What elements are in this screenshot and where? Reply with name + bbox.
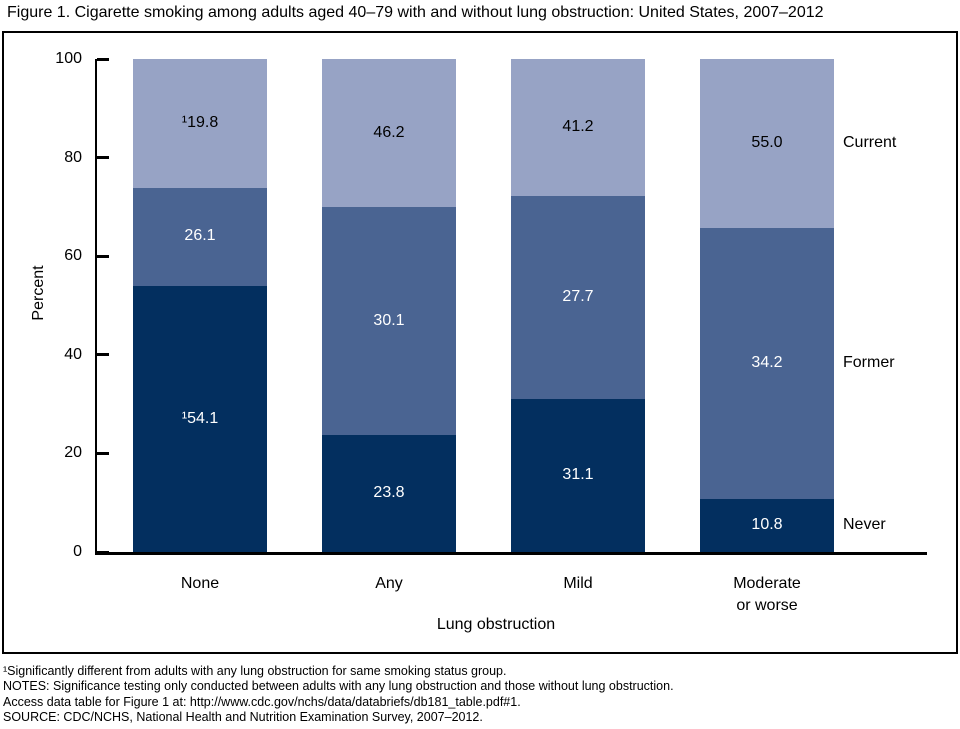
bar-segment (511, 196, 645, 399)
footnotes: ¹Significantly different from adults wit… (3, 664, 674, 726)
bar-value-label: ¹54.1 (181, 410, 219, 427)
x-axis-line (95, 552, 927, 555)
footnote-line: NOTES: Significance testing only conduct… (3, 679, 674, 694)
bar-value-label: ¹19.8 (181, 114, 219, 131)
chart-frame: Percent 0 20 40 60 80 100 ¹54.1 26.1 ¹19.8 23.8 3… (2, 31, 958, 654)
bar-segment (700, 228, 834, 499)
category-label: None (180, 575, 220, 592)
category-label: Moderate or worse (733, 575, 801, 614)
bar-value-label: 46.2 (373, 124, 405, 141)
bar-value-label: 41.2 (562, 118, 594, 135)
y-tick-label: 20 (64, 444, 82, 461)
category-label: Mild (563, 575, 593, 592)
bar-segment (133, 188, 267, 286)
bar-value-label: 31.1 (562, 466, 594, 483)
y-tick (97, 58, 109, 61)
bar-value-label: 55.0 (751, 134, 783, 151)
bar-segment (511, 59, 645, 196)
y-tick (97, 551, 109, 554)
y-tick (97, 353, 109, 356)
legend-label: Never (843, 516, 886, 533)
bar-value-label: 30.1 (373, 312, 405, 329)
bar-segment (322, 59, 456, 207)
bar-segment (133, 285, 267, 552)
y-tick (97, 255, 109, 258)
y-tick-label: 60 (64, 247, 82, 264)
y-tick-label: 80 (64, 149, 82, 166)
y-tick-label: 40 (64, 346, 82, 363)
y-tick-label: 100 (55, 50, 82, 67)
x-axis-title: Lung obstruction (436, 616, 556, 633)
bar-value-label: 27.7 (562, 288, 594, 305)
bar-segment (133, 59, 267, 188)
y-axis-line (95, 59, 97, 555)
bar-segment (322, 435, 456, 552)
bar-value-label: 34.2 (751, 354, 783, 371)
bar-value-label: 26.1 (184, 227, 216, 244)
bar-segment (700, 59, 834, 228)
footnote-line: ¹Significantly different from adults wit… (3, 664, 507, 678)
bar-segment (700, 499, 834, 552)
legend-label: Former (843, 354, 895, 371)
category-label: Any (375, 575, 403, 592)
y-tick (97, 452, 109, 455)
bar-value-label: 23.8 (373, 484, 405, 501)
y-tick (97, 156, 109, 159)
figure-title: Figure 1. Cigarette smoking among adults… (7, 4, 824, 21)
footnote-line: SOURCE: CDC/NCHS, National Health and Nu… (3, 710, 483, 725)
bar-segment (322, 207, 456, 435)
y-tick-label: 0 (73, 543, 82, 560)
legend-label: Current (843, 134, 897, 151)
footnote-line: Access data table for Figure 1 at: http:… (3, 694, 521, 709)
bar-segment (511, 399, 645, 552)
bar-value-label: 10.8 (751, 516, 783, 533)
